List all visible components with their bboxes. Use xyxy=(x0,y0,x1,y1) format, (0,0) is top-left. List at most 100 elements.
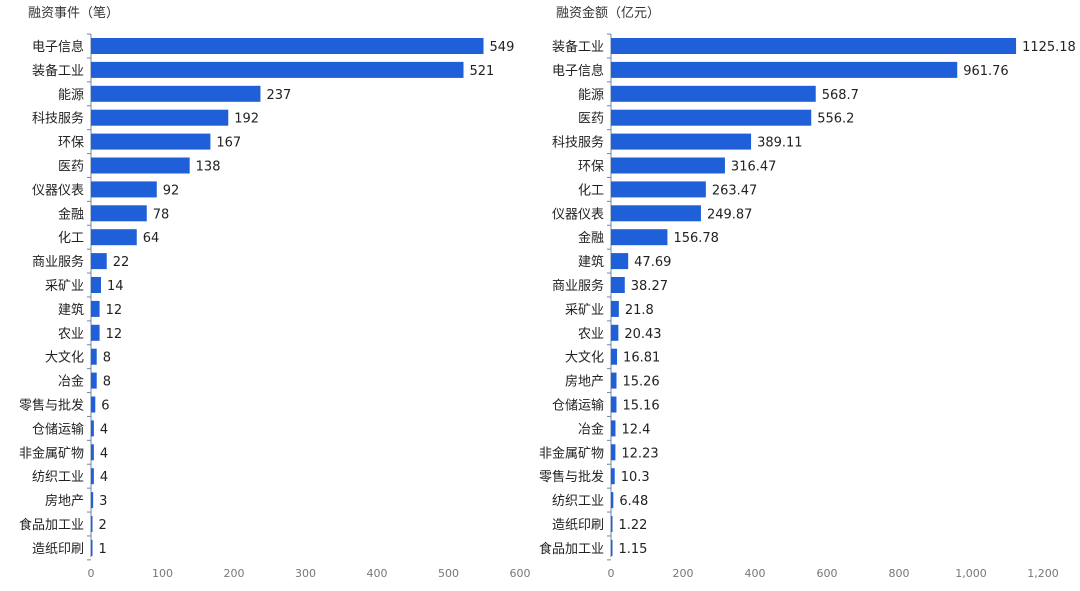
panel2-x-tick-label: 600 xyxy=(817,567,838,580)
panel2-value-label: 10.3 xyxy=(621,470,650,485)
panel1-bar xyxy=(91,420,94,437)
panel1-value-label: 2 xyxy=(99,518,107,533)
panel2-x-tick-label: 400 xyxy=(745,567,766,580)
panel1-bar xyxy=(91,516,93,532)
panel2-category-label: 电子信息 xyxy=(552,63,604,79)
panel1-value-label: 3 xyxy=(99,494,107,509)
panel1-category-label: 化工 xyxy=(58,231,84,246)
panel2-category-label: 装备工业 xyxy=(552,39,604,55)
panel1-value-label: 8 xyxy=(103,375,111,390)
panel1-value-label: 22 xyxy=(113,255,130,270)
panel2-value-label: 1.22 xyxy=(619,518,648,533)
panel2-value-label: 15.26 xyxy=(622,375,659,390)
panel2-bar xyxy=(611,253,629,270)
panel2-value-label: 20.43 xyxy=(624,327,661,342)
panel1-bar xyxy=(91,300,100,317)
panel1-category-label: 仪器仪表 xyxy=(32,183,84,198)
panel2-value-label: 1.15 xyxy=(619,542,648,557)
panel2-category-label: 农业 xyxy=(578,327,604,342)
panel1-category-label: 能源 xyxy=(58,88,84,103)
panel2-value-label: 12.23 xyxy=(621,446,658,461)
panel1-x-tick-label: 100 xyxy=(152,567,173,580)
panel2-bar xyxy=(611,85,816,102)
panel1-bar xyxy=(91,61,464,78)
panel1-category-label: 食品加工业 xyxy=(19,517,84,533)
panel2-category-label: 采矿业 xyxy=(565,303,604,318)
panel1-value-label: 549 xyxy=(490,40,515,55)
panel1-bar xyxy=(91,348,97,365)
panel2-bar xyxy=(611,133,752,150)
panel1-bar xyxy=(91,205,147,222)
panel1-category-label: 非金属矿物 xyxy=(19,445,84,461)
panel2-x-tick-label: 1,000 xyxy=(955,567,987,580)
panel2-bar xyxy=(611,444,616,461)
panel2-value-label: 21.8 xyxy=(625,303,654,318)
panel2-x-tick-label: 1,200 xyxy=(1027,567,1059,580)
panel1-bar xyxy=(91,277,102,293)
panel2-category-label: 房地产 xyxy=(565,374,604,390)
panel1-category-label: 冶金 xyxy=(58,374,84,390)
panel1-value-label: 12 xyxy=(106,303,123,318)
panel2-category-label: 环保 xyxy=(578,160,604,175)
panel2-bar xyxy=(611,396,617,413)
panel1-bar xyxy=(91,396,96,413)
panel1-value-label: 8 xyxy=(103,351,111,366)
panel1-category-label: 环保 xyxy=(58,136,84,151)
panel2-category-label: 金融 xyxy=(578,230,604,246)
panel2-bar xyxy=(611,109,812,126)
panel1-category-label: 电子信息 xyxy=(32,39,84,55)
panel1-value-label: 78 xyxy=(153,207,170,222)
panel2-bar xyxy=(611,300,619,317)
panel2-value-label: 249.87 xyxy=(707,207,753,222)
panel1-category-label: 采矿业 xyxy=(45,279,84,294)
panel1-value-label: 4 xyxy=(100,422,108,437)
panel1-value-label: 4 xyxy=(100,470,108,485)
panel1-bar xyxy=(91,492,94,509)
panel1-category-label: 纺织工业 xyxy=(32,470,84,485)
panel1-category-label: 造纸印刷 xyxy=(32,542,84,557)
panel2-category-label: 食品加工业 xyxy=(539,541,604,557)
panel2-bar xyxy=(611,468,615,485)
panel2-value-label: 12.4 xyxy=(621,422,650,437)
panel2-category-label: 冶金 xyxy=(578,421,604,437)
panel2-category-label: 大文化 xyxy=(565,351,604,366)
panel1-x-tick-label: 400 xyxy=(367,567,388,580)
panel2-category-label: 建筑 xyxy=(578,254,604,270)
panel2-bar xyxy=(611,205,701,222)
panel2-value-label: 263.47 xyxy=(712,183,758,198)
panel2-category-label: 商业服务 xyxy=(552,278,604,294)
panel1-value-label: 192 xyxy=(234,112,259,127)
panel2-bar xyxy=(611,61,958,78)
panel1-bar xyxy=(91,85,261,102)
panel2-value-label: 15.16 xyxy=(622,399,659,414)
panel2-value-label: 16.81 xyxy=(623,351,660,366)
panel2-value-label: 389.11 xyxy=(757,136,803,151)
panel1-value-label: 167 xyxy=(216,136,241,151)
panel2-category-label: 零售与批发 xyxy=(539,469,604,485)
panel1-title: 融资事件（笔） xyxy=(28,5,119,21)
panel1-category-label: 医药 xyxy=(58,160,84,175)
panel2-bar xyxy=(611,277,625,293)
panel2-bar xyxy=(611,348,618,365)
panel2-category-label: 医药 xyxy=(578,112,604,127)
panel2-category-label: 非金属矿物 xyxy=(539,445,604,461)
panel1-value-label: 237 xyxy=(266,88,291,103)
panel2-title: 融资金额（亿元） xyxy=(556,5,660,21)
panel2-bar xyxy=(611,157,725,174)
panel1-bar xyxy=(91,133,211,150)
panel1-category-label: 金融 xyxy=(58,206,84,222)
panel1-bar xyxy=(91,181,157,198)
panel1-value-label: 138 xyxy=(196,160,221,175)
panel1-bar xyxy=(91,253,107,270)
panel1-category-label: 装备工业 xyxy=(32,63,84,79)
panel1-value-label: 1 xyxy=(99,542,107,557)
panel2-category-label: 仪器仪表 xyxy=(552,207,604,222)
panel1-bar xyxy=(91,324,100,341)
panel1-value-label: 4 xyxy=(100,446,108,461)
panel2-bar xyxy=(611,38,1017,54)
panel1-bar xyxy=(91,372,97,389)
panel2-value-label: 156.78 xyxy=(673,231,719,246)
panel1-value-label: 12 xyxy=(106,327,123,342)
